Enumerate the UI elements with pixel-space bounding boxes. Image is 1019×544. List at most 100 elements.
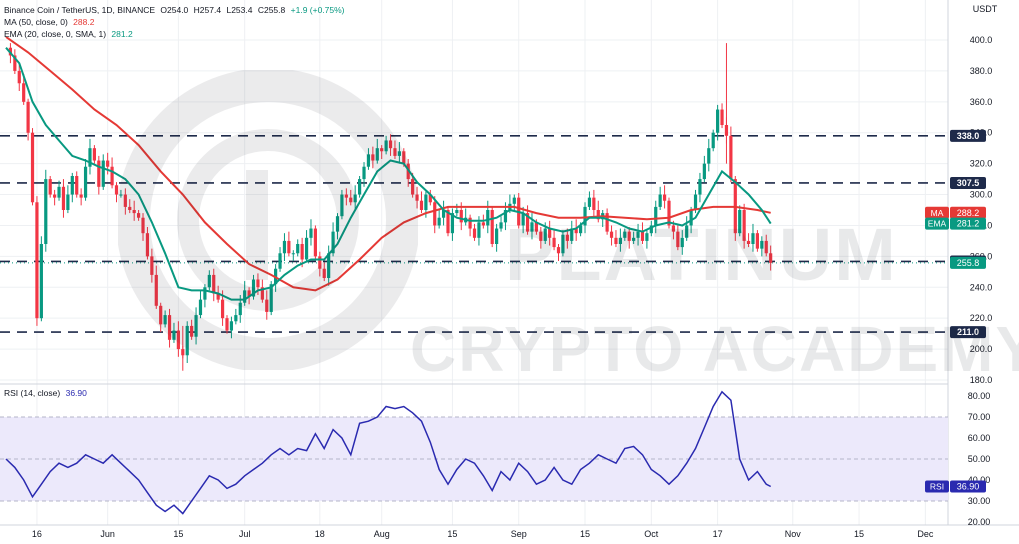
candle-body [331, 231, 335, 254]
low-value: L253.4 [226, 5, 253, 15]
ema-line [5, 47, 772, 301]
level-tag-label: 211.0 [957, 327, 979, 337]
candle-body [433, 202, 437, 226]
rsi-tick-label: 70.00 [968, 412, 991, 422]
candle-body [411, 179, 415, 195]
candle-body [552, 237, 556, 248]
candle-body [154, 274, 158, 306]
candle-body [22, 83, 26, 102]
candle-body [362, 166, 366, 180]
candle-body [119, 194, 123, 196]
candle-body [132, 210, 136, 214]
candle-body [260, 287, 264, 300]
candle-body [645, 233, 649, 241]
rsi-tick-label: 50.00 [968, 454, 991, 464]
rsi-tick-label: 60.00 [968, 433, 991, 443]
ema-legend-value: 281.2 [111, 29, 133, 39]
candle-body [167, 315, 172, 340]
candle-body [711, 132, 715, 149]
candle-body [627, 231, 631, 241]
candle-body [468, 217, 472, 229]
time-tick-label: 15 [580, 529, 590, 539]
candle-body [614, 237, 618, 244]
candle-body [437, 217, 441, 226]
rsi-band [0, 416, 948, 502]
watermark-line1: PLATINUM [505, 213, 898, 296]
time-axis[interactable]: 16 Jun 15 Jul 18 Aug 15 Sep 15 Oct 17 Nov 15 Dec [32, 529, 934, 539]
candle-body [137, 213, 141, 218]
candle-body [521, 213, 525, 226]
candle-body [587, 197, 592, 207]
candle-body [419, 200, 424, 210]
candle-body [243, 290, 247, 303]
candle-body [685, 225, 689, 238]
symbol-label: Binance Coin / TetherUS, 1D, BINANCE [4, 5, 156, 15]
candle-body [57, 186, 61, 198]
price-tick-label: 240.0 [970, 282, 993, 292]
candle-body [738, 210, 742, 234]
candle-body [512, 197, 516, 204]
candle-body [53, 194, 57, 198]
time-tick-label: Jul [239, 529, 251, 539]
level-tag-label: 338.0 [957, 131, 980, 141]
candle-body [490, 210, 494, 244]
candle-body [380, 148, 384, 152]
time-tick-label: Oct [644, 529, 659, 539]
candle-body [539, 231, 543, 241]
time-tick-label: 18 [315, 529, 325, 539]
candle-body [384, 140, 388, 152]
candle-body [39, 244, 43, 319]
candle-body [123, 194, 127, 207]
chart-legend: Binance Coin / TetherUS, 1D, BINANCE O25… [4, 5, 348, 15]
rsi-legend[interactable]: RSI (14, close) 36.90 [4, 388, 90, 398]
candle-body [530, 222, 534, 232]
ema-legend[interactable]: EMA (20, close, 0, SMA, 1) 281.2 [4, 29, 136, 39]
candle-body [220, 299, 225, 319]
time-tick-label: Dec [917, 529, 934, 539]
price-tick-label: 180.0 [970, 375, 993, 385]
candle-body [680, 237, 684, 248]
candle-body [450, 213, 455, 234]
candle-body [278, 253, 282, 269]
candle-body [592, 197, 596, 210]
open-value: O254.0 [160, 5, 189, 15]
ma-legend[interactable]: MA (50, close, 0) 288.2 [4, 17, 97, 27]
candle-body [746, 240, 751, 244]
price-tick-label: 300.0 [970, 190, 993, 200]
time-tick-label: 17 [713, 529, 723, 539]
candle-body [371, 154, 375, 161]
candle-body [676, 231, 680, 248]
high-value: H257.4 [193, 5, 222, 15]
candle-body [640, 231, 645, 241]
ma-series [5, 36, 771, 292]
candle-body [702, 163, 706, 180]
candle-body [304, 237, 309, 260]
candle-body [300, 244, 304, 260]
candle-body [83, 166, 88, 198]
candle-body [716, 109, 720, 133]
candle-body [565, 234, 569, 241]
candle-body [327, 253, 331, 278]
time-tick-label: Nov [785, 529, 802, 539]
candle-body [172, 330, 176, 340]
level-tag-bg [950, 176, 986, 189]
candle-body [48, 179, 52, 195]
candle-body [79, 194, 83, 198]
candle-body [662, 194, 667, 201]
rsi-tick-label: 80.00 [968, 391, 991, 401]
price-tick-label: 380.0 [970, 66, 993, 76]
time-tick-label: Jun [100, 529, 115, 539]
candle-body [194, 315, 198, 337]
candle-body [176, 330, 180, 350]
candle-body [358, 179, 362, 195]
candle-body [106, 160, 110, 167]
candle-body [388, 140, 393, 149]
candle-body [309, 228, 313, 238]
candle-body [495, 228, 499, 244]
candle-body [269, 284, 273, 312]
candle-body [128, 206, 132, 210]
price-tick-label: 400.0 [970, 35, 993, 45]
time-tick-label: Aug [374, 529, 390, 539]
ema-tag-value: 281.2 [957, 219, 980, 229]
